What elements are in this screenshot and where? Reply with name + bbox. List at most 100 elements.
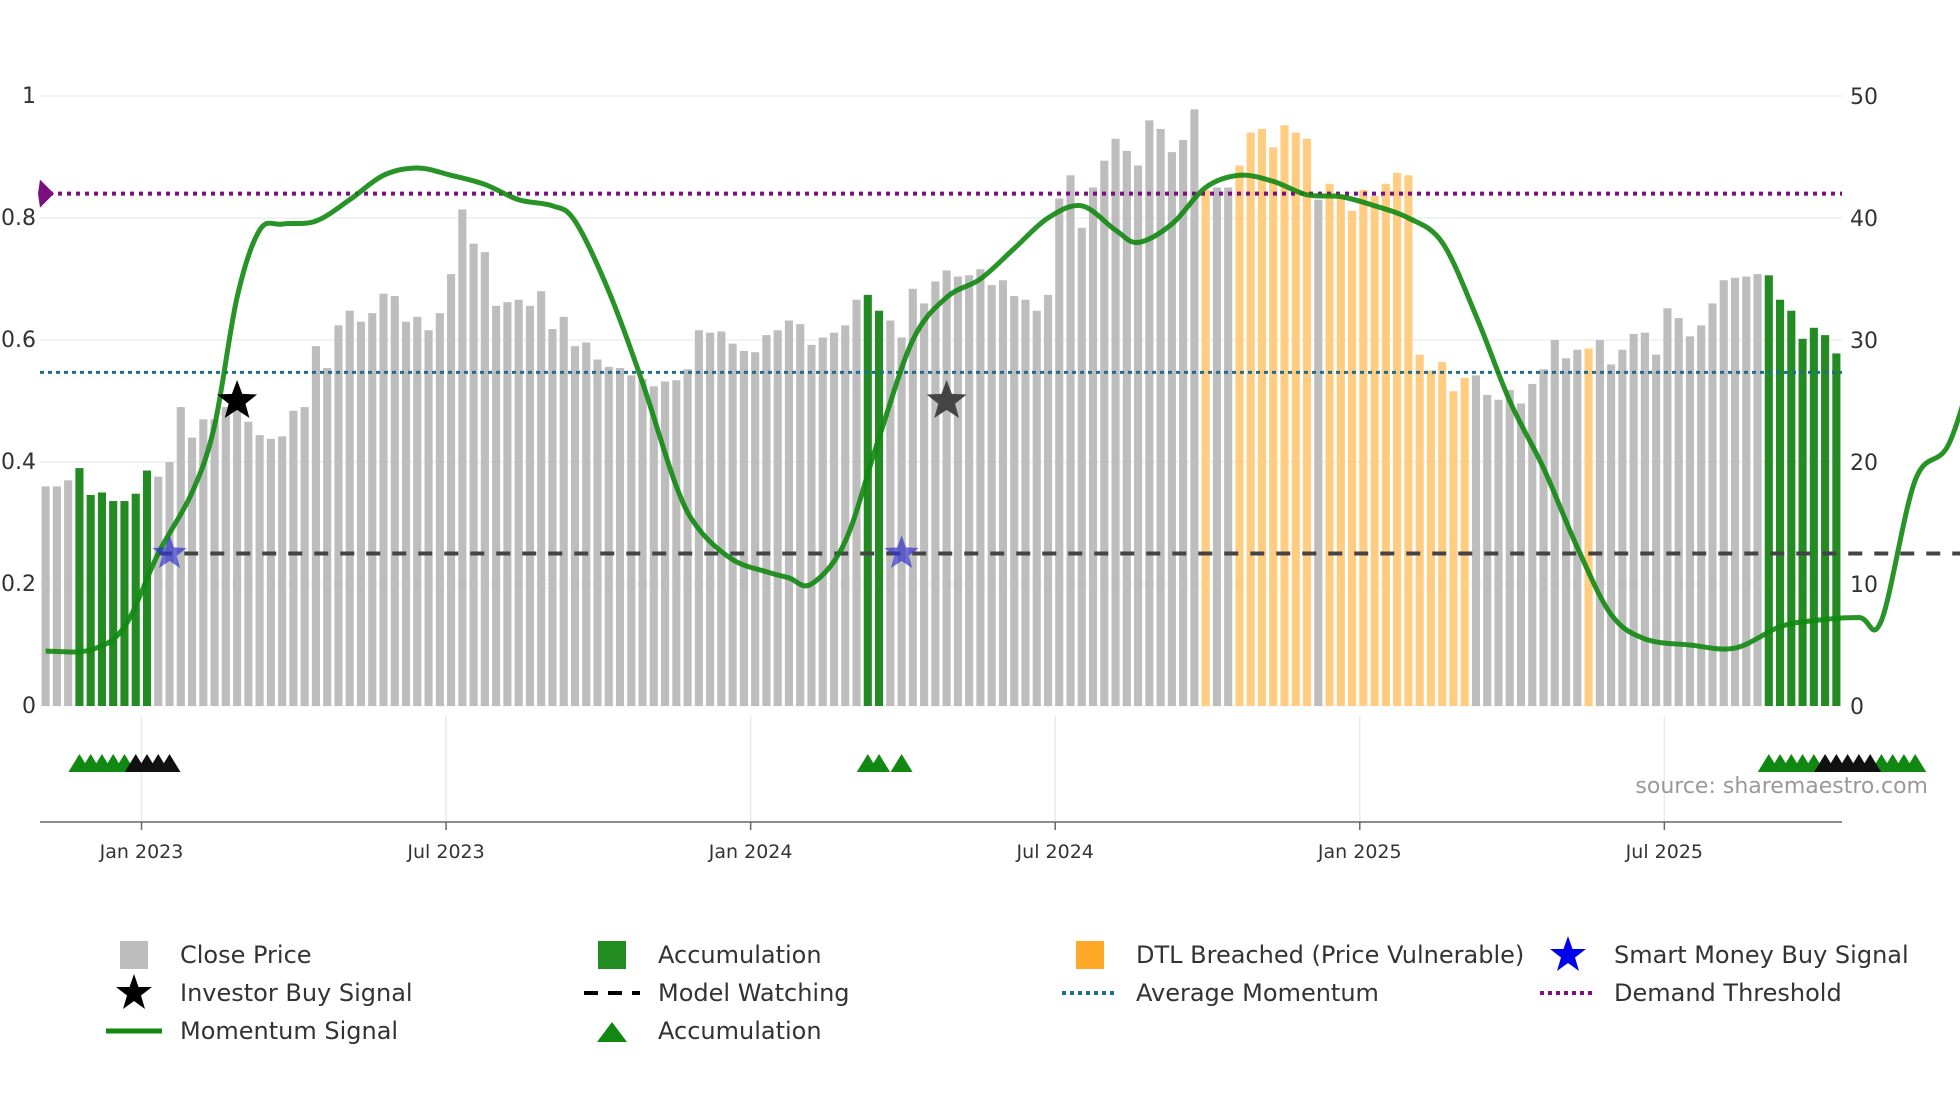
bar <box>1539 369 1548 706</box>
bar <box>604 366 613 706</box>
bar <box>379 293 388 706</box>
bar <box>593 359 602 706</box>
smart-money-buy-signal <box>152 535 187 569</box>
investor-buy-signal <box>217 380 258 418</box>
bar <box>1314 199 1323 706</box>
bar <box>953 276 962 706</box>
bar <box>841 325 850 706</box>
left-tick-label: 0.4 <box>1 450 36 475</box>
bar <box>683 369 692 706</box>
bar <box>998 280 1007 706</box>
demand-threshold-marker <box>38 179 54 208</box>
bar <box>1460 377 1469 706</box>
bar <box>1291 132 1300 707</box>
bar <box>717 331 726 706</box>
bar <box>1528 383 1537 706</box>
bar <box>401 321 411 706</box>
bar <box>1584 348 1593 706</box>
bar <box>1336 194 1345 706</box>
momentum-signal-line <box>45 165 1960 655</box>
bar <box>672 380 681 706</box>
bar <box>1415 354 1424 706</box>
bar <box>627 375 636 706</box>
bar <box>1821 335 1830 706</box>
bar <box>1280 125 1289 706</box>
x-tick-label: Jul 2025 <box>1625 841 1703 863</box>
bar <box>706 332 715 706</box>
bar <box>86 494 95 706</box>
bar <box>661 381 670 706</box>
bar <box>559 316 568 706</box>
right-tick-label: 10 <box>1850 573 1878 598</box>
bar <box>739 350 748 706</box>
bar <box>1809 327 1818 706</box>
marker-series <box>68 380 1927 772</box>
right-tick-label: 50 <box>1850 85 1878 110</box>
left-tick-label: 0.8 <box>1 206 36 231</box>
smart-money-buy-signal <box>884 535 919 569</box>
bar <box>447 274 456 706</box>
bar <box>311 346 320 706</box>
bar <box>649 386 658 706</box>
bar <box>1381 183 1390 707</box>
bar <box>1302 138 1312 706</box>
right-tick-label: 20 <box>1850 451 1878 476</box>
left-tick-label: 1 <box>22 84 36 109</box>
bar <box>751 352 760 706</box>
bar <box>1190 109 1199 707</box>
bar <box>176 407 185 706</box>
accumulation-marker-green <box>890 754 913 772</box>
bar <box>537 291 546 706</box>
bar <box>142 470 152 706</box>
bar <box>255 435 264 706</box>
bar <box>1449 391 1458 706</box>
bar <box>424 330 433 706</box>
bar <box>897 337 906 706</box>
bar <box>773 330 782 706</box>
bar <box>615 368 625 706</box>
bar <box>1021 299 1030 706</box>
bar <box>75 468 84 706</box>
bar <box>1235 165 1244 707</box>
bar <box>886 320 895 706</box>
bar <box>1798 338 1807 706</box>
bar <box>829 332 839 706</box>
x-tick-label: Jan 2024 <box>708 841 793 863</box>
bar <box>1573 349 1582 706</box>
bar <box>1134 165 1143 707</box>
bar <box>694 330 703 706</box>
bar <box>1043 294 1053 706</box>
right-tick-label: 40 <box>1850 207 1878 232</box>
bar <box>1257 128 1267 706</box>
bar <box>199 419 208 706</box>
bar <box>931 281 940 706</box>
bar <box>1359 189 1368 706</box>
bar <box>1246 132 1255 707</box>
bar <box>435 313 444 706</box>
bar <box>1629 333 1638 706</box>
right-tick-label: 30 <box>1850 329 1878 354</box>
bar <box>1111 138 1120 706</box>
line-series <box>38 165 1960 655</box>
bar <box>1438 361 1447 706</box>
bar <box>582 342 591 706</box>
grid <box>40 95 1842 822</box>
bar <box>97 492 106 706</box>
bar <box>154 476 163 706</box>
bar <box>1179 139 1188 707</box>
bar <box>323 368 332 706</box>
bar <box>1640 332 1649 706</box>
bar <box>784 320 794 706</box>
bar <box>1562 358 1571 706</box>
bar <box>1156 128 1165 706</box>
bar <box>1145 120 1154 706</box>
bar <box>1201 189 1210 706</box>
bar <box>458 209 467 706</box>
bar <box>413 316 422 706</box>
bar <box>1674 318 1683 706</box>
bar <box>942 270 951 706</box>
bar <box>244 421 253 706</box>
bar <box>728 343 737 706</box>
bar <box>1730 277 1740 706</box>
